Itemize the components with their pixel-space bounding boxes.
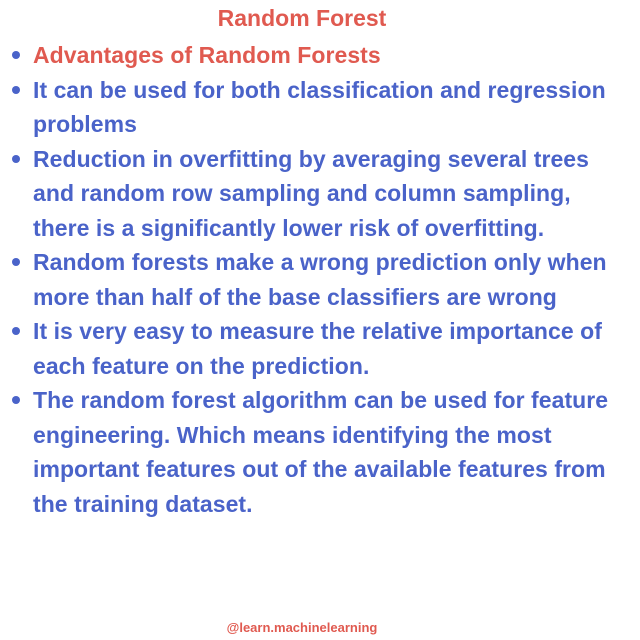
bullet-dot-icon	[12, 51, 20, 59]
bullet-item-feature-importance: It is very easy to measure the relative …	[0, 314, 640, 383]
bullet-item-overfitting-reduction: Reduction in overfitting by averaging se…	[0, 142, 640, 246]
bullet-dot-icon	[12, 85, 20, 94]
bullet-item-wrong-prediction: Random forests make a wrong prediction o…	[0, 245, 640, 314]
bullet-item-classification-regression: It can be used for both classification a…	[0, 73, 640, 142]
bullet-text: Reduction in overfitting by averaging se…	[33, 145, 589, 241]
bullet-list: Advantages of Random Forests It can be u…	[0, 38, 640, 521]
bullet-text: The random forest algorithm can be used …	[33, 387, 609, 517]
bullet-dot-icon	[12, 327, 20, 335]
footer-handle: @learn.machinelearning	[226, 620, 378, 635]
bullet-dot-icon	[12, 258, 20, 266]
bullet-item-feature-engineering: The random forest algorithm can be used …	[0, 383, 640, 521]
bullet-text: It can be used for both classification a…	[33, 76, 606, 138]
bullet-item-advantages-heading: Advantages of Random Forests	[0, 38, 640, 73]
bullet-text: Advantages of Random Forests	[33, 42, 381, 68]
bullet-text: It is very easy to measure the relative …	[33, 318, 602, 379]
bullet-text: Random forests make a wrong prediction o…	[33, 249, 607, 310]
bullet-dot-icon	[12, 396, 20, 404]
page-title: Random Forest	[217, 5, 387, 31]
bullet-dot-icon	[12, 154, 20, 163]
